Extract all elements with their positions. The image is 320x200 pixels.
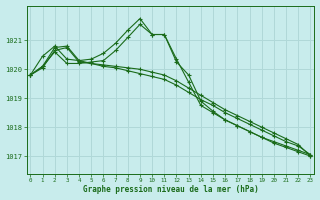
X-axis label: Graphe pression niveau de la mer (hPa): Graphe pression niveau de la mer (hPa) bbox=[83, 185, 258, 194]
